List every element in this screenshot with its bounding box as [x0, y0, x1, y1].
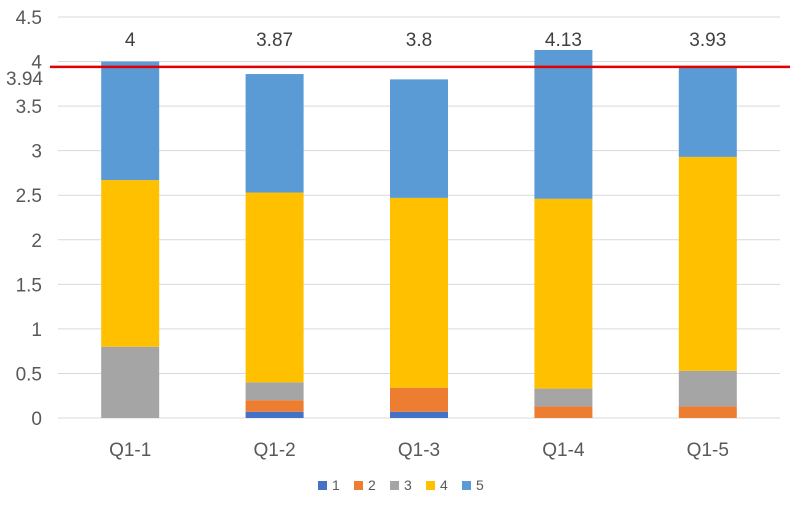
- legend-swatch: [462, 481, 471, 490]
- bar-segment: [101, 180, 160, 347]
- total-label: 3.93: [689, 30, 726, 51]
- bar-segment: [678, 406, 737, 418]
- y-tick-label: 2.5: [16, 186, 42, 207]
- bar-segment: [245, 400, 304, 412]
- bar-segment: [534, 198, 593, 389]
- y-tick-label: 3: [31, 142, 42, 163]
- total-label: 3.87: [256, 30, 293, 51]
- x-tick-label: Q1-4: [542, 440, 585, 461]
- y-tick-label: 1.5: [16, 275, 42, 296]
- bars: [101, 49, 737, 418]
- y-tick-label: 4.5: [16, 8, 42, 29]
- legend-label: 4: [440, 477, 448, 493]
- legend-label: 3: [404, 477, 412, 493]
- y-tick-label: 4: [31, 53, 42, 74]
- bar-segment: [390, 387, 448, 412]
- legend-swatch: [390, 481, 399, 490]
- x-tick-label: Q1-5: [687, 440, 729, 461]
- x-axis-labels: Q1-1 Q1-2 Q1-3 Q1-4 Q1-5: [109, 440, 729, 461]
- y-tick-label: 0: [31, 409, 42, 430]
- reference-line-group: 3.94: [6, 65, 790, 90]
- bar-segment: [678, 156, 737, 371]
- total-label: 4.13: [545, 30, 582, 51]
- bar-segment: [245, 74, 304, 193]
- bar-segment: [534, 49, 593, 199]
- bar-segment: [534, 406, 593, 418]
- y-tick-label: 1: [31, 320, 42, 341]
- y-tick-label: 0.5: [16, 364, 42, 385]
- bar-segment: [245, 382, 304, 401]
- bar-segment: [101, 61, 160, 181]
- y-tick-label: 2: [31, 231, 42, 252]
- bar-segment: [534, 388, 593, 407]
- bar-segment: [245, 411, 304, 418]
- legend-swatch: [318, 481, 327, 490]
- legend: 1 2 3 4 5: [318, 477, 484, 493]
- x-tick-label: Q1-1: [109, 440, 151, 461]
- bar-segment: [390, 79, 448, 198]
- legend-swatch: [426, 481, 435, 490]
- legend-label: 5: [476, 477, 484, 493]
- legend-swatch: [354, 481, 363, 490]
- y-tick-label: 3.5: [16, 97, 42, 118]
- bar-segment: [390, 411, 448, 418]
- x-tick-label: Q1-2: [253, 440, 295, 461]
- y-axis-ticks: 0 0.5 1 1.5 2 2.5 3 3.5 4 4.5: [16, 8, 43, 430]
- bar-segment: [245, 192, 304, 383]
- legend-label: 2: [368, 477, 376, 493]
- bar-segment: [390, 197, 448, 388]
- reference-line-label: 3.94: [6, 69, 43, 90]
- total-labels: 4 3.87 3.8 4.13 3.93: [125, 30, 726, 51]
- total-label: 4: [125, 30, 136, 51]
- legend-label: 1: [332, 477, 340, 493]
- bar-segment: [678, 370, 737, 407]
- x-tick-label: Q1-3: [398, 440, 440, 461]
- bar-segment: [678, 67, 737, 157]
- bar-segment: [101, 346, 160, 418]
- total-label: 3.8: [406, 30, 432, 51]
